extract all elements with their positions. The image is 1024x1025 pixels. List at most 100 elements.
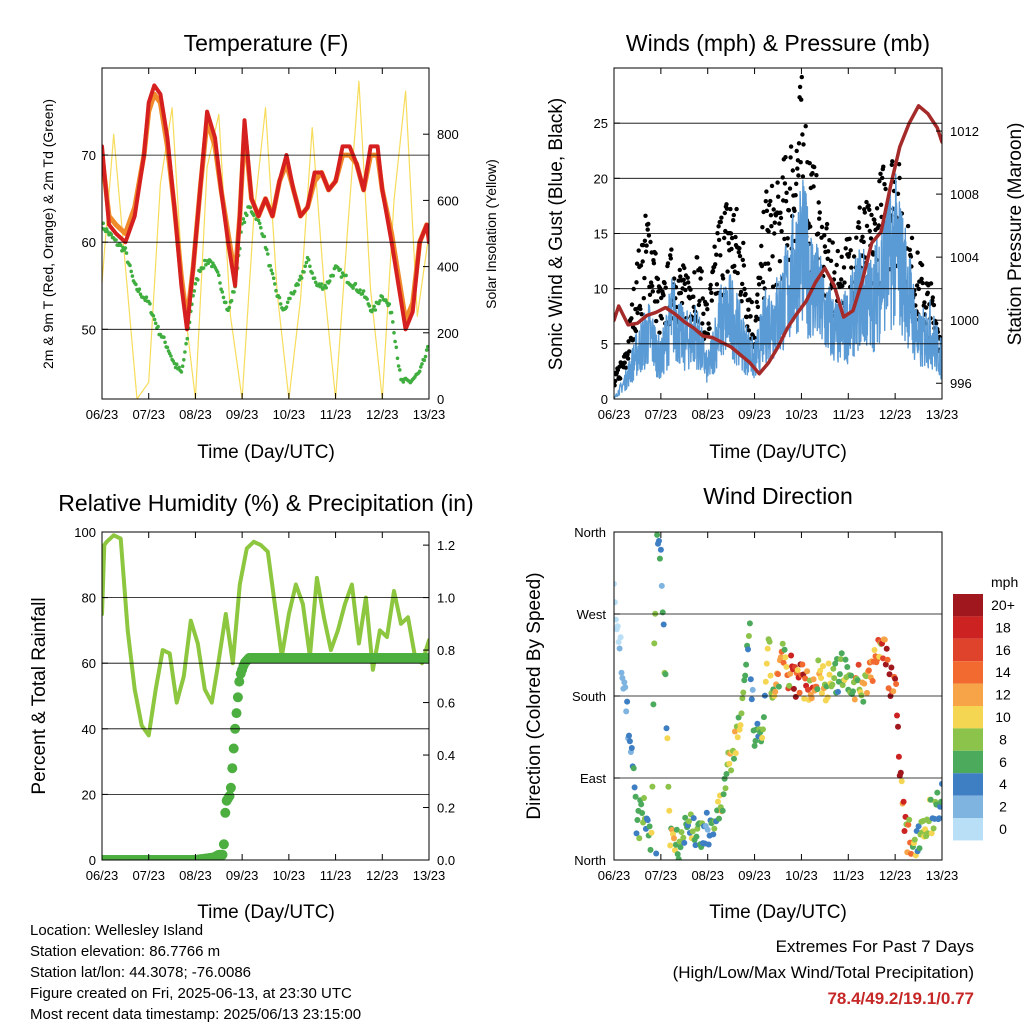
dewpoint-point bbox=[220, 290, 225, 294]
figure-created: Figure created on Fri, 2025-06-13, at 23… bbox=[30, 985, 352, 1002]
gust-point bbox=[707, 326, 712, 331]
direction-point bbox=[759, 734, 766, 741]
gust-point bbox=[665, 261, 671, 266]
direction-point bbox=[881, 636, 888, 643]
gust-point bbox=[755, 292, 760, 297]
gust-point bbox=[678, 274, 683, 279]
dewpoint-point bbox=[165, 345, 170, 350]
dewpoint-point bbox=[192, 289, 197, 293]
direction-point bbox=[752, 737, 759, 744]
dewpoint-point bbox=[426, 344, 429, 349]
gust-point bbox=[642, 275, 647, 281]
gust-point bbox=[780, 175, 785, 180]
gust-point bbox=[741, 240, 746, 246]
dewpoint-point bbox=[196, 278, 200, 282]
direction-point bbox=[804, 668, 811, 675]
gust-point bbox=[770, 284, 776, 289]
gust-point bbox=[731, 218, 736, 223]
gust-point bbox=[645, 227, 650, 232]
gust-point bbox=[842, 280, 847, 285]
direction-point bbox=[781, 646, 788, 653]
rh-ytick-label-2: 40 bbox=[82, 722, 96, 737]
gust-point bbox=[871, 252, 876, 257]
direction-point bbox=[783, 663, 790, 670]
direction-point bbox=[649, 783, 656, 790]
dewpoint-point bbox=[419, 365, 423, 369]
gust-point bbox=[834, 262, 839, 268]
gust-point bbox=[700, 321, 705, 326]
dewpoint-point bbox=[423, 354, 428, 359]
direction-point bbox=[782, 654, 789, 661]
gust-point bbox=[682, 281, 687, 286]
dewpoint-point bbox=[420, 362, 424, 366]
direction-point bbox=[792, 693, 799, 700]
gust-point bbox=[824, 221, 830, 227]
rh-ytick-right-label-5: 1.0 bbox=[437, 591, 455, 606]
dir-ytick-label-4: North bbox=[574, 525, 606, 540]
dewpoint-point bbox=[219, 287, 223, 292]
gust-point bbox=[817, 210, 822, 215]
temp-ytick-label-1: 60 bbox=[82, 235, 96, 250]
gust-point bbox=[803, 124, 808, 129]
direction-point bbox=[766, 638, 773, 645]
wind-xtick-label-4: 10/23 bbox=[785, 407, 818, 422]
wind-xtick-label-3: 09/23 bbox=[738, 407, 771, 422]
direction-point bbox=[796, 689, 803, 696]
gust-point bbox=[816, 200, 821, 205]
direction-point bbox=[801, 695, 808, 702]
dewpoint-point bbox=[242, 220, 247, 225]
dewpoint-point bbox=[377, 301, 381, 306]
gust-point bbox=[866, 203, 871, 208]
gust-point bbox=[709, 298, 714, 303]
direction-point bbox=[656, 537, 662, 544]
direction-point bbox=[614, 599, 618, 606]
dewpoint-point bbox=[124, 251, 129, 255]
gust-point bbox=[811, 184, 816, 189]
gust-point bbox=[662, 280, 667, 286]
direction-point bbox=[736, 726, 743, 733]
direction-point bbox=[682, 814, 689, 821]
gust-point bbox=[848, 248, 853, 253]
gust-point bbox=[877, 179, 882, 184]
dir-xtick-label-2: 08/23 bbox=[691, 868, 724, 883]
direction-point bbox=[884, 656, 891, 663]
direction-point bbox=[772, 688, 779, 695]
gust-point bbox=[655, 276, 661, 282]
dewpoint-point bbox=[180, 364, 185, 369]
dewpoint-point bbox=[151, 314, 156, 318]
gust-point bbox=[882, 182, 887, 187]
gust-point bbox=[646, 221, 651, 227]
temp-xlabel: Time (Day/UTC) bbox=[197, 442, 335, 463]
wind-xtick-label-6: 12/23 bbox=[879, 407, 912, 422]
direction-point bbox=[897, 769, 904, 776]
extremes-box: Extremes For Past 7 Days (High/Low/Max W… bbox=[673, 934, 974, 1012]
direction-point bbox=[818, 675, 825, 681]
direction-point bbox=[839, 682, 846, 689]
direction-point bbox=[848, 672, 855, 679]
rh-ylabel: Percent & Total Rainfall bbox=[29, 597, 50, 794]
dewpoint-point bbox=[266, 252, 270, 256]
direction-point bbox=[728, 767, 735, 774]
gust-point bbox=[677, 267, 682, 273]
dewpoint-point bbox=[360, 291, 365, 296]
gust-point bbox=[678, 290, 684, 296]
direction-point bbox=[720, 791, 727, 798]
gust-point bbox=[862, 210, 867, 215]
gust-point bbox=[639, 312, 644, 317]
dewpoint-point bbox=[153, 321, 158, 326]
station-latlon: Station lat/lon: 44.3078; -76.0086 bbox=[30, 964, 252, 981]
gust-point bbox=[801, 142, 806, 147]
gust-point bbox=[835, 248, 840, 254]
direction-point bbox=[760, 726, 766, 733]
gust-point bbox=[700, 296, 705, 301]
gust-point bbox=[779, 229, 784, 234]
precip-point bbox=[231, 708, 242, 719]
direction-point bbox=[775, 671, 781, 678]
dewpoint-point bbox=[285, 300, 290, 305]
station-location: Location: Wellesley Island bbox=[30, 922, 204, 939]
dewpoint-point bbox=[422, 358, 427, 363]
dewpoint-point bbox=[303, 264, 308, 269]
direction-point bbox=[739, 695, 746, 702]
direction-point bbox=[844, 664, 851, 670]
rh-ytick-label-0: 0 bbox=[89, 853, 96, 868]
